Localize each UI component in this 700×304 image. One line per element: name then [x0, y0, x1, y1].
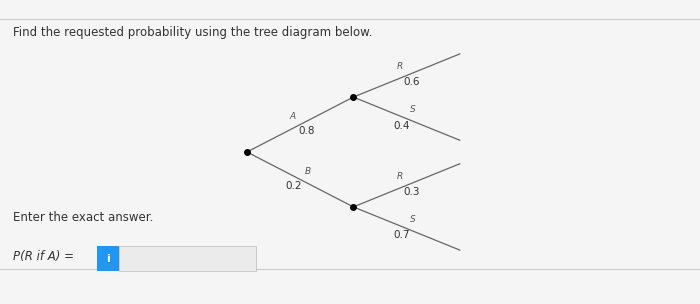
FancyBboxPatch shape: [119, 246, 256, 271]
Text: S: S: [410, 105, 416, 114]
Text: A: A: [289, 112, 295, 121]
Text: R: R: [397, 62, 403, 71]
Text: S: S: [410, 215, 416, 224]
Text: 0.2: 0.2: [286, 181, 302, 191]
Text: Enter the exact answer.: Enter the exact answer.: [13, 211, 153, 224]
Text: P(R if A) =: P(R if A) =: [13, 250, 74, 263]
Text: B: B: [305, 167, 312, 176]
Text: i: i: [106, 254, 110, 264]
Text: 0.3: 0.3: [403, 187, 420, 197]
Text: 0.7: 0.7: [393, 230, 410, 240]
Text: 0.4: 0.4: [393, 120, 410, 130]
Text: Find the requested probability using the tree diagram below.: Find the requested probability using the…: [13, 26, 372, 39]
Text: 0.8: 0.8: [298, 126, 314, 136]
FancyBboxPatch shape: [97, 246, 119, 271]
Text: 0.6: 0.6: [403, 78, 420, 87]
Text: R: R: [397, 172, 403, 181]
